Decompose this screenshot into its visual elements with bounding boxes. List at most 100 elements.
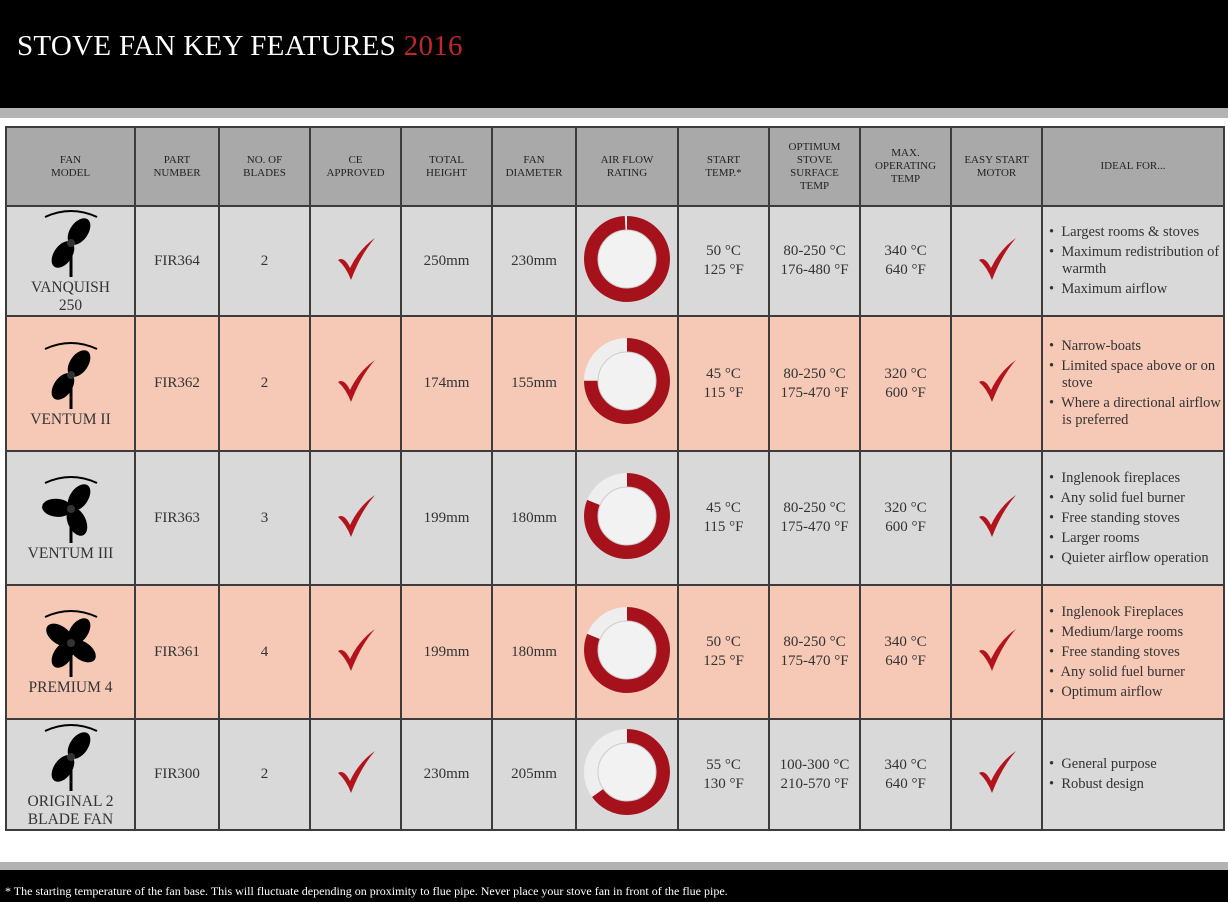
air-flow-cell: [575, 205, 679, 317]
ideal-text: Narrow-boats: [1061, 338, 1142, 354]
temp-line: 600 °F: [885, 384, 926, 401]
max-temp: 340 °C 640 °F: [859, 718, 952, 831]
total-height: 250mm: [400, 205, 493, 317]
header-line: BLADES: [243, 166, 286, 179]
header-line: OPTIMUM: [788, 140, 841, 153]
divider: [0, 108, 1228, 118]
column-header: FAN DIAMETER: [491, 126, 577, 207]
temp-line: 600 °F: [885, 519, 926, 535]
donut-arc: [584, 729, 670, 815]
header-line: NUMBER: [153, 166, 201, 179]
temp-line: 80-250 °C: [783, 500, 846, 516]
fan-blade: [41, 498, 72, 517]
temp-line: 80-250 °C: [783, 634, 846, 650]
ce-approved: [309, 205, 402, 317]
header-line: DIAMETER: [505, 166, 563, 179]
check-path: [337, 751, 375, 793]
ideal-text: Any solid fuel burner: [1060, 663, 1185, 680]
temp-line: 175-470 °F: [780, 384, 849, 401]
bullet: •: [1049, 776, 1062, 792]
fan-diameter: 180mm: [491, 584, 577, 720]
check-icon: [337, 751, 375, 793]
temp-line: 125 °F: [703, 262, 744, 278]
temp-line: 640 °F: [885, 775, 926, 792]
ideal-item: • Maximum airflow: [1049, 281, 1223, 298]
ce-approved: [309, 450, 402, 586]
max-temp: 340 °C 640 °F: [859, 205, 952, 317]
check-icon: [337, 628, 375, 671]
header-line: EASY START: [964, 153, 1029, 166]
column-header: TOTAL HEIGHT: [400, 126, 493, 207]
temp-line: 115 °F: [703, 384, 744, 401]
bullet: •: [1049, 338, 1062, 354]
fan-blade: [67, 731, 90, 759]
fan-hub: [66, 639, 75, 647]
temp-line: 80-250 °C: [783, 243, 846, 259]
fan-hub: [66, 370, 75, 379]
temp-line: 340 °C: [884, 634, 927, 650]
total-height: 174mm: [400, 315, 493, 452]
air-flow-cell: [575, 584, 679, 720]
ideal-item: • Maximum redistribution of warmth: [1049, 244, 1223, 278]
model-cell: PREMIUM 4: [5, 584, 136, 720]
ideal-item: • General purpose: [1049, 756, 1223, 773]
header-line: MODEL: [50, 166, 91, 179]
model-cell: ORIGINAL 2 BLADE FAN: [5, 718, 136, 831]
check-path: [337, 237, 375, 280]
ideal-item: • Free standing stoves: [1049, 510, 1223, 527]
model-name: ORIGINAL 2: [27, 792, 114, 810]
header-line: TEMP: [799, 179, 830, 192]
blade-count: 4: [218, 584, 311, 720]
fan-guard: [44, 476, 97, 484]
header-line: RATING: [606, 166, 648, 179]
fan-icon: [44, 210, 97, 277]
column-header: FAN MODEL: [5, 126, 136, 207]
check-path: [337, 628, 375, 671]
surface-temp: 80-250 °C 175-470 °F: [768, 584, 861, 720]
donut-center: [597, 229, 657, 288]
fan-blade: [67, 618, 90, 645]
ideal-item: • Medium/large rooms: [1049, 624, 1223, 641]
ideal-item: • Free standing stoves: [1049, 644, 1223, 661]
start-temp: 45 °C 115 °F: [677, 450, 770, 586]
check-path: [337, 360, 375, 402]
model-cell: VENTUM II: [5, 315, 136, 452]
donut-center: [597, 351, 657, 411]
header-line: OPERATING: [874, 160, 937, 172]
column-header: IDEAL FOR...: [1041, 126, 1225, 207]
ideal-text: Maximum airflow: [1061, 281, 1168, 297]
header-line: TEMP: [890, 173, 921, 185]
ideal-item: • Optimum airflow: [1049, 684, 1223, 701]
ideal-text: Any solid fuel burner: [1060, 489, 1185, 506]
column-header: MAX. OPERATING TEMP: [859, 126, 952, 207]
bullet: •: [1049, 281, 1062, 297]
ideal-text: Free standing stoves: [1061, 643, 1180, 660]
donut-center: [597, 486, 657, 545]
check-path: [978, 237, 1016, 280]
temp-line: 50 °C: [706, 634, 741, 650]
ideal-text: Medium/large rooms: [1061, 623, 1184, 640]
fan-blade: [51, 372, 74, 400]
check-icon: [337, 237, 375, 280]
ideal-for: • General purpose • Robust design: [1041, 718, 1225, 831]
temp-line: 640 °F: [885, 262, 926, 278]
ce-approved: [309, 718, 402, 831]
header-line: STOVE: [796, 153, 833, 166]
header-line: START: [706, 153, 741, 166]
easy-start: [950, 315, 1043, 452]
model-name: VENTUM II: [30, 410, 111, 428]
surface-temp: 80-250 °C 175-470 °F: [768, 450, 861, 586]
ideal-for: • Inglenook Fireplaces • Medium/large roo…: [1041, 584, 1225, 720]
air-flow-cell: [575, 718, 679, 831]
easy-start: [950, 450, 1043, 586]
fan-hub: [66, 752, 75, 761]
total-height: 199mm: [400, 584, 493, 720]
check-path: [978, 628, 1016, 671]
donut-arc: [584, 472, 670, 559]
ideal-item: • Inglenook fireplaces: [1049, 470, 1223, 487]
fan-icon: [44, 341, 97, 409]
bullet: •: [1049, 358, 1062, 374]
donut-center: [597, 742, 657, 802]
easy-start: [950, 584, 1043, 720]
header-line: SURFACE: [790, 166, 839, 179]
